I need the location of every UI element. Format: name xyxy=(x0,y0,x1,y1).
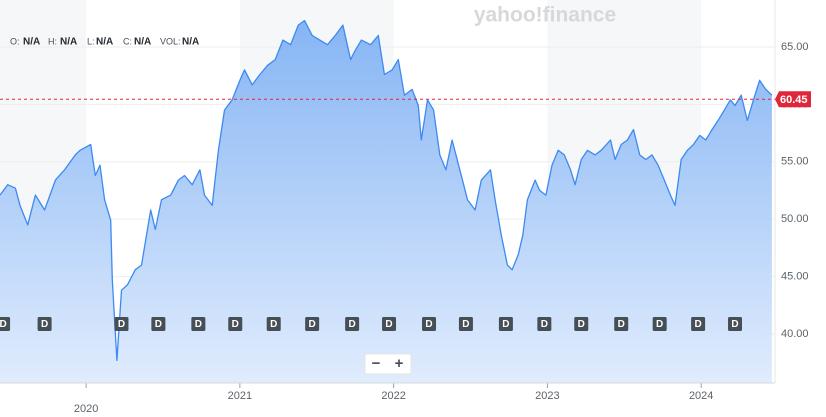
x-tick-label: 2022 xyxy=(381,390,405,402)
dividend-label: D xyxy=(578,319,585,330)
dividend-label: D xyxy=(349,319,356,330)
dividend-label: D xyxy=(195,319,202,330)
dividend-marker xyxy=(228,317,243,331)
ohlc-value: N/A xyxy=(60,37,77,48)
ohlc-value: N/A xyxy=(182,37,199,48)
dividend-marker xyxy=(614,317,629,331)
dividend-label: D xyxy=(270,319,277,330)
dividend-label: D xyxy=(656,319,663,330)
ohlc-name: L: xyxy=(87,36,95,46)
dividend-marker xyxy=(37,317,52,331)
y-tick-label: 65.00 xyxy=(781,41,809,53)
dividend-marker xyxy=(574,317,589,331)
zoom-controls: − + xyxy=(364,353,412,375)
y-tick-label: 50.00 xyxy=(781,213,809,225)
dividend-marker xyxy=(422,317,437,331)
dividend-label: D xyxy=(731,319,738,330)
ohlc-value: N/A xyxy=(96,37,113,48)
dividend-marker xyxy=(537,317,552,331)
ohlc-name: H: xyxy=(48,36,57,46)
area-fill xyxy=(0,20,772,383)
last-price-box xyxy=(775,91,811,108)
zoom-out[interactable]: − xyxy=(372,355,381,372)
dividend-marker xyxy=(151,317,166,331)
dividend-label: D xyxy=(385,319,392,330)
dividend-marker xyxy=(691,317,706,331)
ohlc-name: O: xyxy=(10,36,20,46)
dividend-label: D xyxy=(541,319,548,330)
zoom-box xyxy=(364,353,412,375)
dividend-marker xyxy=(191,317,206,331)
ohlc-name: C: xyxy=(123,36,132,46)
y-tick-label: 55.00 xyxy=(781,156,809,168)
zoom-in[interactable]: + xyxy=(395,355,404,372)
dividend-label: D xyxy=(694,319,701,330)
dividend-marker xyxy=(498,317,513,331)
y-tick-label: 45.00 xyxy=(781,270,809,282)
ohlc-name: VOL: xyxy=(160,36,181,46)
dividend-marker xyxy=(0,317,11,331)
y-tick-label: 40.00 xyxy=(781,328,809,340)
x-tick-label: 2024 xyxy=(689,390,713,402)
dividend-marker xyxy=(114,317,129,331)
dividend-marker xyxy=(652,317,667,331)
dividend-marker xyxy=(458,317,473,331)
dividend-label: D xyxy=(502,319,509,330)
dividend-marker xyxy=(728,317,743,331)
price-line xyxy=(0,19,773,362)
dividend-label: D xyxy=(462,319,469,330)
dividend-label: D xyxy=(0,319,7,330)
dividend-label: D xyxy=(232,319,239,330)
dividend-marker xyxy=(382,317,397,331)
x-tick-label: 2023 xyxy=(535,390,559,402)
ohlc-value: N/A xyxy=(134,37,151,48)
watermark: yahoo!finance xyxy=(474,4,616,27)
dividend-label: D xyxy=(41,319,48,330)
dividend-marker xyxy=(345,317,360,331)
ohlc-value: N/A xyxy=(23,37,40,48)
dividend-label: D xyxy=(155,319,162,330)
dividend-label: D xyxy=(618,319,625,330)
dividend-label: D xyxy=(118,319,125,330)
last-price-label: 60.45 xyxy=(780,94,808,106)
x-tick-label: 2020 xyxy=(74,403,98,415)
dividend-label: D xyxy=(425,319,432,330)
x-tick-label: 2021 xyxy=(228,390,252,402)
dividend-marker xyxy=(305,317,320,331)
dividend-marker xyxy=(266,317,281,331)
dividend-label: D xyxy=(309,319,316,330)
